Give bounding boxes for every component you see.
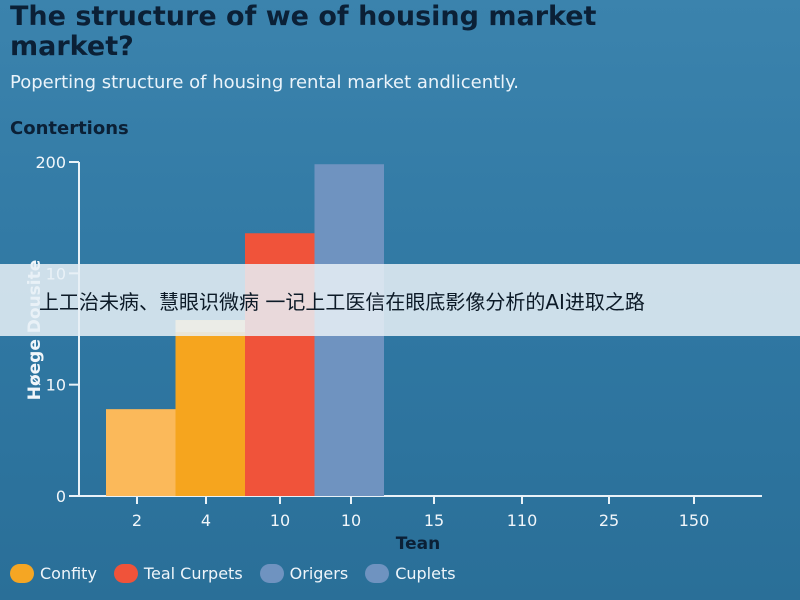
legend-label: Origers [289,564,349,583]
legend-swatch [259,564,284,583]
x-axis-label: Tean [396,534,440,554]
legend-swatch [365,564,390,583]
y-tick-label-1: 0 [56,487,66,506]
chart-title: The structure of we of housing market ma… [10,1,597,62]
x-tick-label-3: 10 [270,511,290,530]
caption-banner [0,264,800,336]
legend-swatch [113,564,138,583]
caption-text: 上工治未病、慧眼识微病 一记上工医信在眼底影像分析的AI进取之路 [39,290,645,314]
x-tick-label-7: 25 [599,511,619,530]
bar-2 [175,320,245,496]
legend-item-4: Cuplets [365,564,456,583]
legend-label: Confity [40,564,97,583]
x-tick-label-8: 150 [679,511,710,530]
y-tick-label-4: 200 [35,153,66,172]
y-tick-label-2: 10 [46,376,66,395]
bar-1 [106,409,176,496]
legend-item-3: Origers [259,564,349,583]
legend-label: Cuplets [395,564,456,583]
x-tick-label-6: 110 [507,511,538,530]
x-tick-label-5: 15 [424,511,444,530]
section-heading: Contertions [10,118,129,139]
legend-item-1: Confity [10,564,97,583]
x-ticks: 2 4 10 10 15 110 25 150 [132,496,709,530]
x-tick-label-2: 4 [201,511,211,530]
legend-label: Teal Curpets [143,564,243,583]
x-tick-label-1: 2 [132,511,142,530]
legend-item-2: Teal Curpets [113,564,243,583]
chart-subtitle: Poperting structure of housing rental ma… [10,72,519,93]
legend-swatch [10,564,34,583]
x-tick-label-4: 10 [341,511,361,530]
chart-legend: Confity Teal Curpets Origers Cuplets [10,564,473,583]
